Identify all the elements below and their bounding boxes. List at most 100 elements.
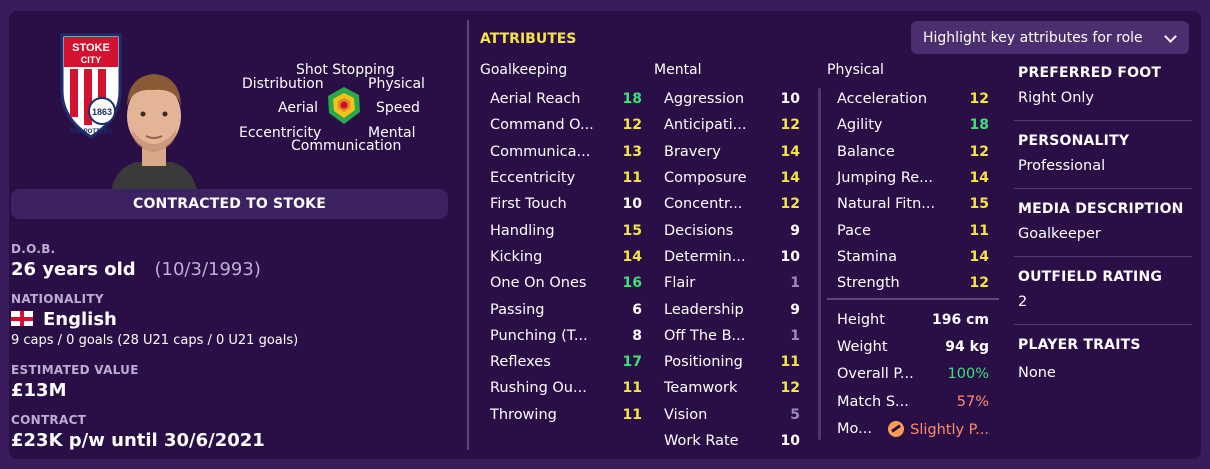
attribute-value: 100% (947, 366, 989, 383)
radar-label-distribution: Distribution (242, 76, 324, 92)
attribute-row[interactable]: Determin... 10 (664, 244, 800, 270)
attribute-row[interactable]: Jumping Re... 14 (837, 165, 989, 191)
radar-label-communication: Communication (291, 138, 402, 154)
media-description-label: MEDIA DESCRIPTION (1018, 201, 1184, 217)
attribute-row[interactable]: Eccentricity 11 (490, 165, 642, 191)
attribute-row[interactable]: Decisions 9 (664, 217, 800, 243)
attribute-name: Jumping Re... (837, 170, 933, 187)
attribute-name: Rushing Ou... (490, 380, 587, 397)
radar-label-physical: Physical (368, 76, 425, 92)
attribute-value: 11 (622, 170, 642, 187)
nationality-value[interactable]: English (11, 309, 117, 330)
morale-value: Slightly P... (888, 420, 989, 438)
attribute-name: Flair (664, 275, 696, 292)
attribute-name: One On Ones (490, 275, 587, 292)
attribute-row[interactable]: Leadership 9 (664, 296, 800, 322)
profile-separator (1014, 188, 1192, 189)
nationality-label: NATIONALITY (11, 292, 104, 306)
attribute-value: 12 (622, 117, 642, 134)
attribute-value: 13 (622, 143, 642, 160)
attribute-row[interactable]: Handling 15 (490, 217, 642, 243)
attribute-row[interactable]: Throwing 11 (490, 402, 642, 428)
attribute-row[interactable]: Bravery 14 (664, 139, 800, 165)
player-traits-value: None (1018, 365, 1056, 381)
attribute-name: Aerial Reach (490, 91, 581, 108)
attribute-row[interactable]: Vision 5 (664, 402, 800, 428)
attribute-row[interactable]: Work Rate 10 (664, 428, 800, 454)
goalkeeping-attribute-list: Aerial Reach 18 Command O... 12 Communica...… (490, 86, 642, 428)
radar-polygon-icon (328, 87, 360, 124)
attribute-row[interactable]: First Touch 10 (490, 191, 642, 217)
attribute-name: Overall P... (837, 366, 914, 383)
attribute-name: Decisions (664, 222, 734, 239)
attribute-row[interactable]: Match S... 57% (837, 388, 989, 415)
attribute-name: Throwing (490, 406, 557, 423)
attribute-row[interactable]: Strength 12 (837, 270, 989, 296)
attribute-row[interactable]: Natural Fitn... 15 (837, 191, 989, 217)
profile-separator (1014, 120, 1192, 121)
attribute-row[interactable]: Teamwork 12 (664, 375, 800, 401)
highlight-role-dropdown[interactable]: Highlight key attributes for role (911, 21, 1189, 54)
player-traits-label: PLAYER TRAITS (1018, 337, 1141, 353)
attribute-row[interactable]: Communica... 13 (490, 139, 642, 165)
attribute-value: 14 (969, 248, 989, 265)
attribute-value: 14 (780, 143, 800, 160)
attribute-row[interactable]: Passing 6 (490, 296, 642, 322)
attribute-row[interactable]: Kicking 14 (490, 244, 642, 270)
attribute-row[interactable]: One On Ones 16 (490, 270, 642, 296)
attribute-row[interactable]: Positioning 11 (664, 349, 800, 375)
physical-heading: Physical (827, 62, 884, 78)
attributes-title: ATTRIBUTES (480, 31, 577, 47)
personality-value: Professional (1018, 158, 1106, 174)
attribute-row[interactable]: Flair 1 (664, 270, 800, 296)
attribute-name: Communica... (490, 143, 591, 160)
attribute-row[interactable]: Weight 94 kg (837, 333, 989, 360)
attribute-row[interactable]: Reflexes 17 (490, 349, 642, 375)
birth-date: (10/3/1993) (154, 259, 261, 280)
outfield-rating-label: OUTFIELD RATING (1018, 269, 1163, 285)
attribute-row[interactable]: Height 196 cm (837, 306, 989, 333)
attribute-name: Punching (T... (490, 327, 588, 344)
profile-separator (1014, 256, 1192, 257)
goalkeeping-heading: Goalkeeping (480, 62, 568, 78)
svg-text:THE POTTERS: THE POTTERS (70, 129, 112, 135)
attribute-value: 9 (790, 301, 800, 318)
mental-list-scrollbar[interactable] (818, 88, 821, 440)
attribute-name: Composure (664, 170, 747, 187)
attribute-name: Work Rate (664, 433, 739, 449)
attribute-row[interactable]: Stamina 14 (837, 244, 989, 270)
attribute-value: 12 (780, 380, 800, 397)
attribute-name: Leadership (664, 301, 744, 318)
attribute-row[interactable]: Aerial Reach 18 (490, 86, 642, 112)
attribute-name: Off The B... (664, 327, 746, 344)
attribute-value: 17 (622, 354, 642, 371)
media-description-value: Goalkeeper (1018, 226, 1101, 242)
attribute-row[interactable]: Aggression 10 (664, 86, 800, 112)
attribute-row[interactable]: Overall P... 100% (837, 361, 989, 388)
attribute-row[interactable]: Punching (T... 8 (490, 323, 642, 349)
attribute-row[interactable]: Acceleration 12 (837, 86, 989, 112)
attribute-row[interactable]: Anticipati... 12 (664, 112, 800, 138)
attribute-row[interactable]: Balance 12 (837, 139, 989, 165)
morale-row[interactable]: Mo... Slightly P... (837, 416, 989, 442)
attribute-row[interactable]: Composure 14 (664, 165, 800, 191)
attribute-name: Balance (837, 143, 895, 160)
attribute-value: 1 (790, 327, 800, 344)
attribute-value: 18 (969, 117, 989, 134)
attribute-row[interactable]: Rushing Ou... 11 (490, 375, 642, 401)
attribute-value: 14 (622, 248, 642, 265)
attribute-name: Height (837, 311, 885, 328)
attribute-row[interactable]: Command O... 12 (490, 112, 642, 138)
attribute-value: 1 (790, 275, 800, 292)
attribute-value: 11 (622, 380, 642, 397)
attribute-value: 94 kg (945, 338, 989, 355)
attribute-row[interactable]: Off The B... 1 (664, 323, 800, 349)
attribute-row[interactable]: Concentr... 12 (664, 191, 800, 217)
player-photo (106, 56, 202, 196)
attribute-row[interactable]: Pace 11 (837, 217, 989, 243)
value-amount: £13M (11, 380, 67, 401)
attribute-name: Teamwork (664, 380, 738, 397)
radar-label-shot-stopping: Shot Stopping (296, 62, 395, 78)
attribute-name: Weight (837, 338, 888, 355)
attribute-row[interactable]: Agility 18 (837, 112, 989, 138)
